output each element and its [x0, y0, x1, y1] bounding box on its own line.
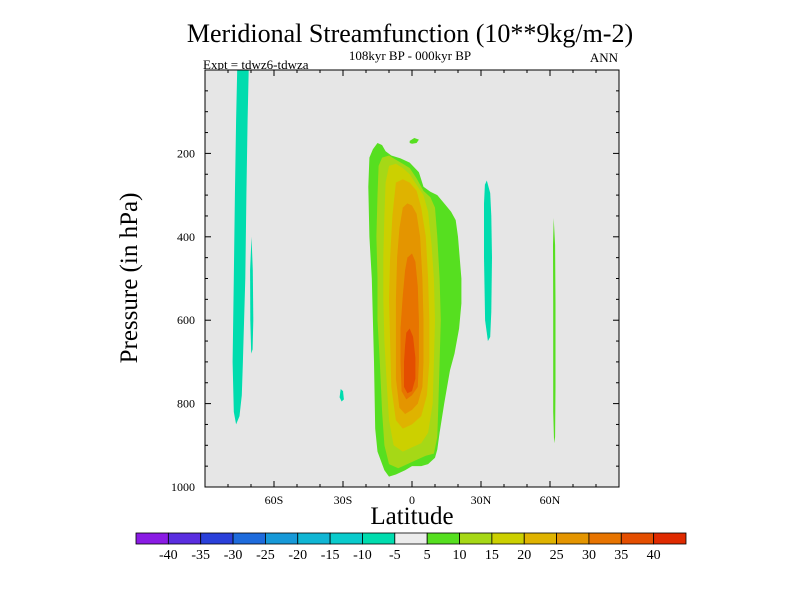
- colorbar-box: [523, 532, 557, 545]
- colorbar-box: [459, 532, 493, 545]
- colorbar-box: [394, 532, 428, 545]
- contour-region-2: [339, 389, 344, 402]
- colorbar-label: -40: [159, 548, 178, 563]
- axis-ticks: 60S 30S 0 30N 60N 200 400 600 800 1000: [171, 70, 619, 507]
- colorbar-box: [135, 532, 169, 545]
- colorbar-box: [588, 532, 622, 545]
- y-axis-label: Pressure (in hPa): [116, 193, 143, 364]
- colorbar-label: -20: [288, 548, 307, 563]
- colorbar-box: [556, 532, 590, 545]
- chart-subtitle-left: Expt = tdwz6-tdwza: [203, 57, 309, 72]
- x-tick-label: 60S: [265, 493, 284, 507]
- colorbar-box: [265, 532, 299, 545]
- colorbar-label: -35: [191, 548, 210, 563]
- contour-region-12: [404, 328, 416, 394]
- contour-region-3: [484, 180, 492, 342]
- contour-regions: [232, 70, 556, 477]
- x-tick-label: 60N: [540, 493, 561, 507]
- colorbar-label: -10: [353, 548, 372, 563]
- colorbar-box: [491, 532, 525, 545]
- colorbar-box: [362, 532, 396, 545]
- x-tick-label: 30N: [471, 493, 492, 507]
- colorbar-box: [297, 532, 331, 545]
- colorbar-box: [167, 532, 202, 545]
- x-tick-label: 0: [409, 493, 415, 507]
- colorbar-box: [426, 532, 460, 545]
- colorbar: -40 -35 -30 -25 -20 -15 -10 -5 5 10 15 20 25 30 35 40: [135, 532, 687, 563]
- colorbar-label: 15: [485, 548, 499, 563]
- chart-subtitle-center: 108kyr BP - 000kyr BP: [349, 48, 471, 63]
- colorbar-label: -5: [389, 548, 401, 563]
- y-tick-label: 600: [177, 313, 195, 327]
- colorbar-label: -30: [224, 548, 243, 563]
- colorbar-label: 5: [424, 548, 431, 563]
- colorbar-label: -25: [256, 548, 275, 563]
- colorbar-box: [653, 532, 687, 545]
- chart-title: Meridional Streamfunction (10**9kg/m-2): [187, 19, 633, 48]
- chart-subtitle-right: ANN: [590, 50, 619, 65]
- colorbar-label: -15: [321, 548, 340, 563]
- contour-region-6: [409, 138, 419, 144]
- colorbar-label: 25: [550, 548, 564, 563]
- x-tick-label: 30S: [334, 493, 353, 507]
- y-tick-label: 1000: [171, 480, 195, 494]
- colorbar-label: 30: [582, 548, 596, 563]
- colorbar-box: [232, 532, 266, 545]
- colorbar-label: 10: [453, 548, 467, 563]
- colorbar-label: 20: [517, 548, 531, 563]
- x-axis-label: Latitude: [370, 503, 453, 530]
- colorbar-label: 35: [614, 548, 628, 563]
- contour-region-0: [232, 70, 249, 425]
- colorbar-box: [329, 532, 363, 545]
- colorbar-box: [620, 532, 655, 545]
- contour-region-4: [553, 218, 556, 444]
- y-tick-label: 200: [177, 146, 195, 160]
- y-tick-label: 400: [177, 230, 195, 244]
- contour-region-1: [250, 236, 254, 354]
- y-tick-label: 800: [177, 397, 195, 411]
- colorbar-label: 40: [647, 548, 661, 563]
- colorbar-box: [200, 532, 234, 545]
